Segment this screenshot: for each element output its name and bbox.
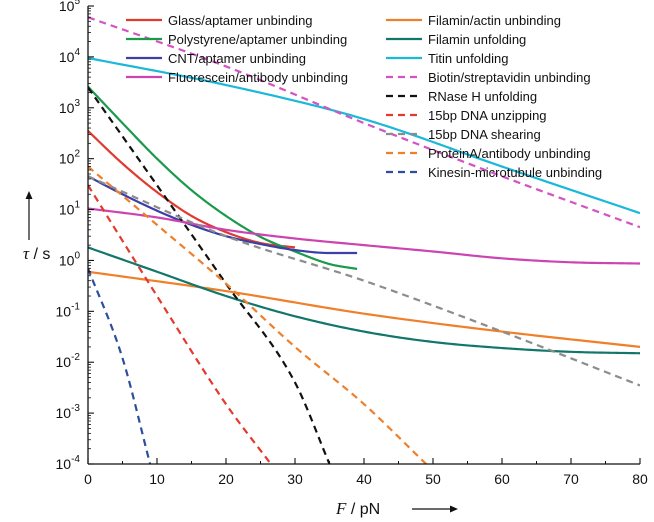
y-tick-label: 10-3 [56, 403, 81, 421]
series-line-12 [88, 165, 427, 464]
y-axis-title: τ / s [23, 244, 50, 263]
series-line-5 [88, 270, 640, 348]
series-line-9 [88, 86, 331, 464]
legend-label: ProteinA/antibody unbinding [428, 146, 591, 161]
legend-label: Kinesin-microtubule unbinding [428, 165, 602, 180]
x-tick-label: 40 [356, 471, 372, 487]
legend-label: Biotin/streptavidin unbinding [428, 70, 591, 85]
x-tick-label: 70 [563, 471, 579, 487]
x-tick-label: 10 [149, 471, 165, 487]
y-tick-label: 104 [59, 47, 81, 65]
x-tick-label: 50 [425, 471, 441, 487]
legend-label: CNT/aptamer unbinding [168, 51, 306, 66]
y-tick-label: 100 [59, 250, 81, 268]
x-tick-label: 0 [84, 471, 92, 487]
series-line-6 [88, 246, 640, 355]
legend-label: 15bp DNA shearing [428, 127, 541, 142]
series-line-7 [88, 56, 640, 215]
axis-titles: τ / s F / pN [23, 191, 458, 518]
x-tick-label: 80 [632, 471, 648, 487]
y-tick-label: 10-4 [56, 454, 81, 472]
x-axis-arrow-head [450, 505, 458, 513]
legend-label: Glass/aptamer unbinding [168, 13, 313, 28]
y-tick-label: 10-2 [56, 352, 81, 370]
series-line-13 [88, 267, 152, 464]
legend-label: 15bp DNA unzipping [428, 108, 547, 123]
legend-label: Filamin/actin unbinding [428, 13, 561, 28]
legend-label: Titin unfolding [428, 51, 508, 66]
series-line-8 [88, 16, 640, 229]
legend-label: Filamin unfolding [428, 32, 526, 47]
series-line-11 [88, 175, 640, 387]
series-line-10 [88, 184, 272, 464]
plot-lines [88, 16, 640, 464]
y-tick-label: 103 [59, 98, 81, 116]
series-line-2 [88, 85, 358, 271]
legend-label: Fluorescein/antibody unbinding [168, 70, 348, 85]
legend: Glass/aptamer unbinding Polystyrene/aptam… [126, 13, 602, 180]
y-tick-label: 105 [59, 0, 81, 14]
legend-label: Polystyrene/aptamer unbinding [168, 32, 347, 47]
x-tick-label: 20 [218, 471, 234, 487]
y-tick-label: 101 [59, 200, 81, 218]
y-axis-arrow-head [25, 191, 33, 199]
y-tick-label: 10-1 [56, 301, 81, 319]
legend-label: RNase H unfolding [428, 89, 537, 104]
x-tick-label: 60 [494, 471, 510, 487]
series-line-4 [88, 207, 640, 265]
y-tick-label: 102 [59, 149, 81, 167]
axes: 0 10 20 30 40 50 60 70 80 10-4 10-3 10-2 10-1 100 101 1… [56, 0, 648, 487]
x-tick-label: 30 [287, 471, 303, 487]
x-axis-title: F / pN [335, 499, 380, 518]
